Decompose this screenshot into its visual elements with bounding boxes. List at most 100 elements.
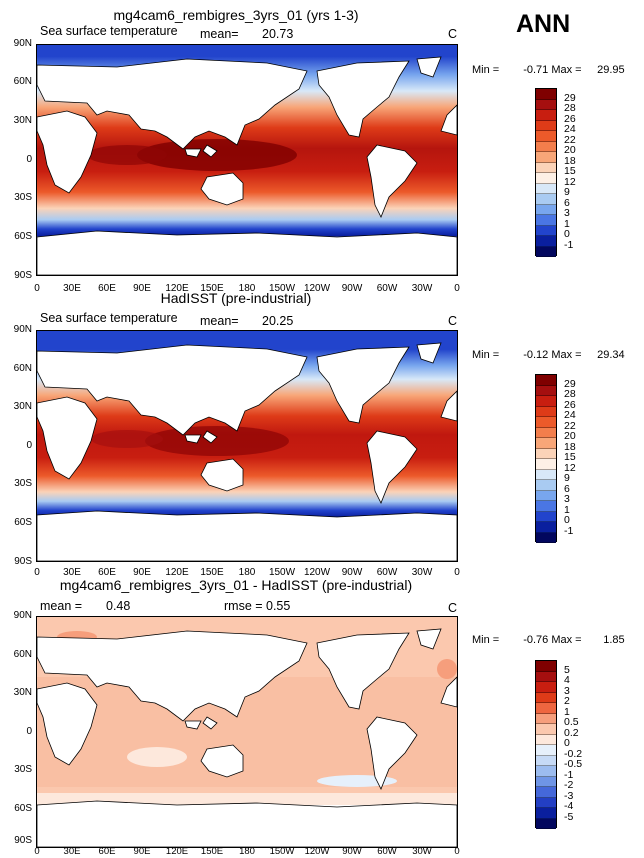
lon-label: 30E: [63, 846, 81, 857]
colorbar-tick-label: 22: [564, 419, 576, 432]
lon-label: 30E: [63, 567, 81, 578]
colorbar-tick-label: -0.2: [564, 747, 583, 760]
lat-label: 90N: [13, 324, 32, 335]
lon-label: 60W: [377, 846, 397, 857]
colorbar-tick-label: 2: [564, 695, 570, 707]
colorbar-swatch: [536, 724, 556, 735]
colorbar-tick-label: -5: [564, 810, 574, 823]
colorbar-swatch: [536, 99, 556, 110]
colorbar-swatch: [536, 120, 556, 131]
colorbar-tick-label: 24: [564, 123, 576, 135]
min-label: Min =: [472, 634, 500, 646]
colorbar-swatch: [536, 692, 556, 703]
colorbar-tick-label: 12: [564, 461, 576, 474]
colorbar-tick-label: 9: [564, 472, 570, 484]
colorbar-swatch: [536, 755, 556, 766]
colorbar-swatch: [536, 532, 556, 543]
colorbar-tick-label: 15: [564, 451, 576, 463]
colorbar-swatch: [536, 713, 556, 724]
panel-title: mg4cam6_rembigres_3yrs_01 - HadISST (pre…: [59, 577, 413, 593]
colorbar-swatch: [536, 480, 556, 491]
map-canvas: [37, 331, 457, 561]
lon-label: 120E: [165, 846, 189, 857]
sst-map: [36, 44, 458, 276]
colorbar-swatch: [536, 131, 556, 142]
colorbar: [535, 88, 557, 257]
units-label: C: [448, 314, 458, 328]
mean-label: mean=: [200, 27, 239, 41]
colorbar-swatch: [536, 766, 556, 777]
mean-value: 20.73: [262, 27, 294, 41]
max-label: Max =: [551, 634, 582, 646]
field-label: Sea surface temperature: [40, 311, 178, 325]
lon-label: 120W: [303, 567, 331, 578]
colorbar-swatch: [536, 173, 556, 184]
lon-label: 0: [454, 846, 460, 857]
mean-value: 0.48: [106, 599, 131, 613]
season-label: ANN: [516, 10, 571, 38]
lat-label: 90N: [13, 38, 32, 49]
colorbar-tick-label: 0: [564, 228, 570, 240]
lon-label: 90E: [133, 567, 151, 578]
colorbar-tick-label: 0.2: [564, 726, 579, 739]
sst-map: [36, 330, 458, 562]
colorbar-tick-label: -1: [564, 238, 574, 251]
colorbar: [535, 374, 557, 543]
min-label: Min =: [472, 64, 500, 76]
colorbar-tick-label: 18: [564, 154, 576, 167]
colorbar-swatch: [536, 417, 556, 428]
lon-label: 0: [34, 846, 40, 857]
colorbar-tick-label: -2: [564, 779, 574, 791]
lon-label: 120E: [165, 283, 189, 294]
min-value: -0.12: [523, 349, 549, 361]
lon-label: 150W: [269, 846, 295, 857]
lon-label: 30W: [411, 567, 433, 578]
lat-label: 30S: [14, 192, 32, 203]
mean-label: mean=: [200, 314, 239, 328]
lon-label: 0: [454, 567, 460, 578]
colorbar-swatch: [536, 246, 556, 257]
lon-label: 150W: [268, 567, 296, 578]
colorbar-swatch: [536, 162, 556, 173]
colorbar-tick-label: -4: [564, 800, 574, 812]
units-label: C: [448, 27, 458, 41]
max-label: Max =: [551, 349, 582, 361]
lon-label: 30W: [412, 846, 432, 857]
colorbar-swatch: [536, 501, 556, 512]
lat-label: 30N: [13, 115, 32, 126]
lat-label: 60S: [14, 231, 32, 242]
colorbar-swatch: [536, 427, 556, 438]
colorbar-tick-label: 18: [564, 440, 576, 453]
lat-label: 30N: [13, 687, 32, 698]
colorbar-tick-label: -1: [564, 524, 574, 537]
colorbar-tick-label: -0.5: [564, 758, 583, 770]
colorbar-tick-label: 15: [564, 165, 576, 177]
colorbar-swatch: [536, 808, 556, 819]
colorbar-tick-label: 5: [564, 663, 570, 676]
lon-label: 90E: [133, 846, 151, 857]
rmse-value: 0.55: [266, 599, 291, 613]
lat-label: 90S: [14, 270, 32, 281]
lon-label: 150E: [200, 846, 224, 857]
colorbar-swatch: [536, 110, 556, 121]
colorbar-swatch: [536, 152, 556, 163]
colorbar-swatch: [536, 396, 556, 407]
colorbar-swatch: [536, 89, 556, 100]
lat-label: 30S: [14, 478, 32, 489]
min-max-readout: Min = -0.71 Max = 29.95: [472, 64, 625, 76]
min-value: -0.76: [523, 634, 549, 646]
lon-label: 90E: [133, 283, 151, 294]
colorbar-swatch: [536, 745, 556, 756]
lon-label: 60W: [376, 567, 398, 578]
lon-label: 60E: [98, 567, 116, 578]
lon-label: 180: [238, 283, 256, 294]
lon-label: 150W: [268, 283, 296, 294]
colorbar-tick-label: 6: [564, 482, 570, 495]
lat-label: 90S: [14, 556, 32, 567]
colorbar-tick-label: -1: [564, 768, 574, 781]
colorbar-swatch: [536, 375, 556, 386]
colorbar-tick-label: 1: [564, 503, 570, 516]
lon-label: 90W: [341, 567, 363, 578]
panel-title: mg4cam6_rembigres_3yrs_01 (yrs 1-3): [113, 7, 359, 23]
min-max-readout: Min = -0.76 Max = 1.85: [472, 634, 625, 646]
